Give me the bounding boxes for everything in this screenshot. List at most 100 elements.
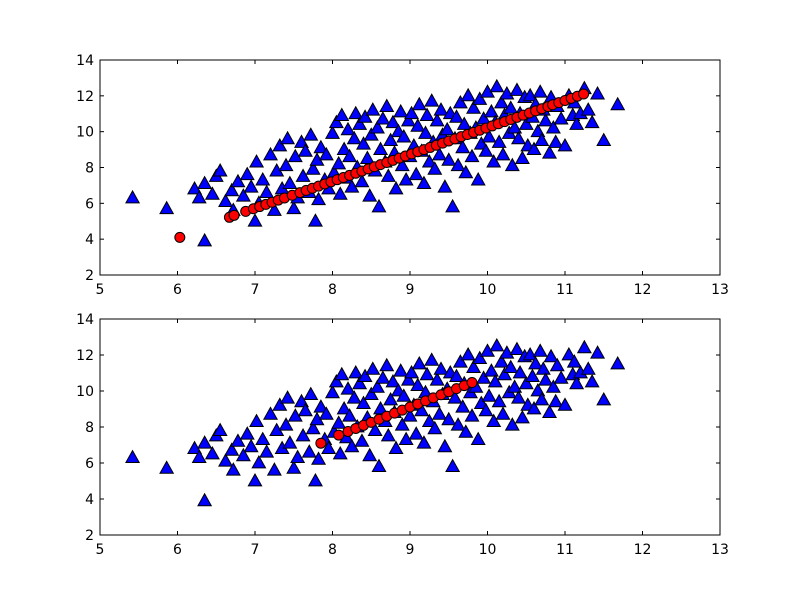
triangle-marker <box>239 426 255 440</box>
triangle-marker <box>328 373 344 388</box>
triangle-marker <box>557 397 573 411</box>
triangle-marker <box>346 130 362 145</box>
triangle-marker <box>548 134 564 148</box>
triangle-marker <box>499 86 515 100</box>
triangle-marker <box>486 154 502 168</box>
triangle-marker <box>610 355 626 370</box>
triangle-marker <box>433 361 449 375</box>
triangle-marker <box>230 433 246 447</box>
triangle-marker <box>538 112 554 127</box>
triangle-marker <box>336 400 352 415</box>
triangle-marker <box>385 114 401 129</box>
triangle-marker <box>334 366 350 381</box>
triangle-marker <box>380 168 396 182</box>
triangle-marker <box>371 458 387 472</box>
x-tick-label: 8 <box>328 542 337 558</box>
triangle-marker <box>495 406 511 420</box>
triangle-marker <box>431 146 447 161</box>
triangle-marker <box>476 370 492 384</box>
y-tick-label: 6 <box>85 456 94 472</box>
circle-marker <box>315 437 327 449</box>
triangle-marker <box>393 363 409 377</box>
triangle-marker <box>388 440 404 454</box>
triangle-marker <box>247 472 263 487</box>
x-tick-label: 9 <box>406 542 415 558</box>
x-tick-label: 11 <box>556 542 574 558</box>
triangle-marker <box>305 420 321 435</box>
triangle-marker <box>218 453 234 467</box>
triangle-marker <box>424 352 440 366</box>
triangle-marker <box>362 188 378 202</box>
triangle-marker <box>499 345 515 359</box>
triangle-marker <box>486 413 502 427</box>
triangle-marker <box>383 132 399 147</box>
triangle-marker <box>507 120 523 134</box>
triangle-marker <box>367 422 383 436</box>
triangle-marker <box>363 386 379 400</box>
triangle-marker <box>427 161 443 175</box>
triangle-marker <box>375 111 391 125</box>
triangle-marker <box>212 163 228 177</box>
triangle-marker <box>429 372 445 386</box>
triangle-marker <box>528 355 544 370</box>
triangle-marker <box>472 350 488 364</box>
triangle-marker <box>197 435 213 449</box>
triangle-marker <box>197 492 213 507</box>
triangle-marker <box>297 402 313 417</box>
triangle-marker <box>545 379 561 393</box>
triangle-marker <box>466 100 482 114</box>
y-tick-label: 10 <box>76 384 94 400</box>
triangle-marker <box>441 152 457 166</box>
triangle-marker <box>249 413 265 427</box>
triangle-marker <box>419 366 435 381</box>
triangle-marker <box>278 157 294 172</box>
triangle-marker <box>259 184 275 198</box>
x-tick-label: 10 <box>479 282 497 298</box>
triangle-marker <box>247 213 263 227</box>
x-tick-label: 12 <box>634 282 652 298</box>
triangle-marker <box>450 157 466 172</box>
x-tick-label: 6 <box>173 542 182 558</box>
triangle-marker <box>419 107 435 121</box>
triangle-marker <box>424 93 440 107</box>
triangle-marker <box>538 372 554 386</box>
triangle-marker <box>266 202 282 216</box>
triangle-marker <box>421 413 437 427</box>
triangle-marker <box>340 381 356 395</box>
triangle-marker <box>576 339 592 354</box>
triangle-marker <box>497 366 513 381</box>
triangle-marker <box>354 433 370 447</box>
triangle-marker <box>307 472 323 487</box>
triangle-marker <box>290 449 306 463</box>
triangle-marker <box>313 399 329 413</box>
triangle-marker <box>522 87 538 102</box>
triangle-marker <box>427 420 443 435</box>
triangle-marker <box>460 346 476 361</box>
triangle-marker <box>534 132 550 147</box>
triangle-marker <box>355 136 372 150</box>
triangle-marker <box>596 132 612 147</box>
triangle-marker <box>437 179 453 193</box>
triangle-marker <box>394 417 410 431</box>
triangle-marker <box>293 393 310 408</box>
triangle-marker <box>455 399 471 413</box>
triangle-marker <box>452 94 468 109</box>
triangle-marker <box>396 388 412 402</box>
triangle-marker <box>295 168 311 182</box>
triangle-marker <box>553 370 569 384</box>
triangle-marker <box>580 361 596 375</box>
y-tick-label: 2 <box>85 528 94 544</box>
triangle-marker <box>266 462 282 476</box>
triangle-marker <box>596 391 612 406</box>
triangle-marker <box>532 84 548 98</box>
triangle-marker <box>394 157 410 172</box>
triangle-marker <box>445 458 461 472</box>
triangle-marker <box>357 368 373 382</box>
triangle-marker <box>489 337 505 352</box>
triangle-marker <box>404 105 420 120</box>
triangle-marker <box>332 186 348 200</box>
y-tick-label: 14 <box>76 312 94 328</box>
triangle-marker <box>249 154 265 168</box>
triangle-marker <box>458 164 474 179</box>
